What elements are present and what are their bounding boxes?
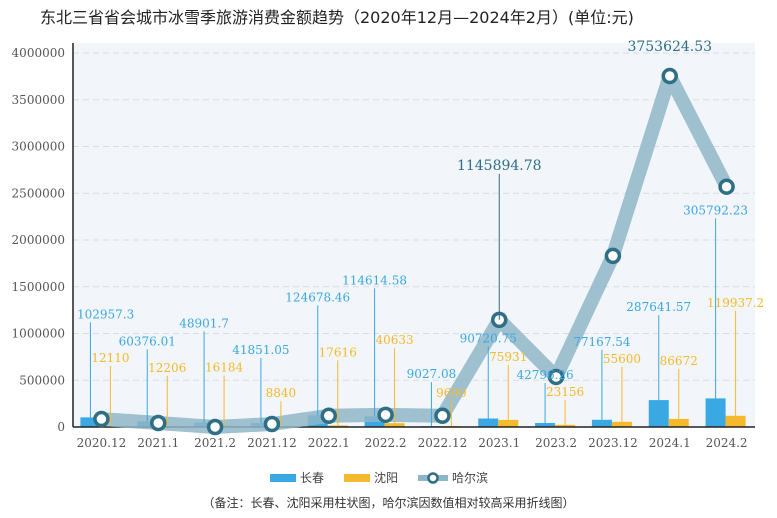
bar-shenyang	[498, 419, 519, 427]
chart-title: 东北三省省会城市冰雪季旅游消费金额趋势（2020年12月—2024年2月）(单位…	[40, 8, 634, 27]
bar-changchun	[648, 400, 669, 427]
legend: 长春 沈阳 哈尔滨	[270, 469, 488, 486]
data-label-shenyang: 17616	[319, 345, 357, 359]
bar-changchun	[478, 418, 499, 427]
bar-shenyang	[611, 421, 632, 427]
marker-harbin	[661, 67, 678, 85]
y-tick-label: 500000	[19, 373, 65, 387]
legend-item-shenyang[interactable]: 沈阳	[344, 469, 398, 486]
y-tick-label: 3000000	[12, 140, 65, 154]
data-label-changchun: 114614.58	[342, 273, 407, 287]
legend-swatch	[270, 473, 296, 482]
marker-harbin	[547, 368, 565, 386]
data-label-changchun: 124678.46	[285, 290, 350, 304]
legend-label: 沈阳	[374, 471, 399, 485]
marker-harbin	[434, 407, 451, 425]
marker-harbin	[718, 178, 735, 195]
data-label-changchun: 287641.57	[626, 300, 691, 314]
marker-harbin	[604, 247, 622, 265]
y-tick-label: 1000000	[12, 327, 65, 341]
legend-item-changchun[interactable]: 长春	[270, 469, 324, 486]
legend-swatch	[344, 473, 371, 482]
bar-shenyang	[555, 424, 576, 427]
bar-changchun	[535, 422, 556, 427]
data-label-shenyang: 12110	[91, 351, 129, 365]
y-tick-label: 2500000	[12, 186, 65, 200]
data-label-shenyang: 16184	[205, 360, 244, 374]
x-tick-label: 2021.2	[194, 436, 236, 450]
marker-harbin	[93, 410, 110, 428]
data-label-changchun: 42796.26	[516, 368, 573, 382]
data-label-shenyang: 75931	[489, 350, 527, 364]
line-harbin	[100, 69, 733, 434]
marker-harbin	[206, 418, 224, 436]
data-label-shenyang: 23156	[546, 385, 584, 399]
bar-changchun	[80, 417, 101, 427]
data-label-changchun: 102957.3	[77, 307, 134, 321]
x-tick-label: 2022.12	[418, 436, 468, 450]
marker-harbin	[150, 414, 167, 432]
data-label-shenyang: 9690	[436, 386, 467, 400]
x-tick-label: 2023.12	[588, 436, 638, 450]
data-label-shenyang: 12206	[148, 361, 186, 375]
bar-shenyang	[384, 423, 405, 427]
marker-harbin	[263, 415, 281, 433]
data-label-changchun: 90720.75	[460, 332, 517, 346]
bar-shenyang	[327, 425, 348, 427]
bar-changchun	[705, 398, 726, 427]
data-label-shenyang: 119937.2	[707, 296, 764, 310]
marker-harbin	[377, 406, 394, 424]
data-label-changchun: 48901.7	[179, 316, 229, 330]
x-tick-label: 2022.1	[308, 436, 350, 450]
legend-line-marker-icon	[418, 471, 449, 484]
legend-label: 长春	[300, 471, 325, 485]
x-tick-label: 2020.12	[77, 436, 127, 450]
data-label-shenyang: 86672	[660, 354, 698, 368]
data-label-harbin: 3753624.53	[627, 39, 712, 55]
legend-label: 哈尔滨	[452, 471, 489, 485]
plot-background	[73, 43, 755, 427]
bar-changchun	[591, 419, 612, 427]
y-tick-label: 4000000	[12, 46, 65, 60]
data-label-changchun: 41851.05	[232, 343, 289, 357]
data-label-changchun: 77167.54	[573, 335, 631, 349]
legend-item-harbin[interactable]: 哈尔滨	[418, 469, 488, 486]
y-tick-label: 2000000	[12, 233, 65, 247]
data-label-changchun: 9027.08	[407, 367, 457, 381]
y-tick-label: 3500000	[12, 93, 65, 107]
x-tick-label: 2024.2	[706, 436, 748, 450]
x-tick-label: 2021.12	[247, 436, 297, 450]
marker-harbin	[320, 407, 337, 425]
data-label-harbin: 1145894.78	[457, 158, 542, 174]
x-tick-label: 2023.2	[535, 436, 577, 450]
bar-shenyang	[725, 415, 746, 427]
x-tick-label: 2023.1	[478, 436, 520, 450]
x-tick-label: 2021.1	[137, 436, 179, 450]
y-tick-label: 1500000	[12, 280, 65, 294]
data-label-changchun: 305792.23	[683, 203, 748, 217]
data-label-shenyang: 40633	[375, 333, 413, 347]
x-tick-label: 2024.1	[649, 436, 691, 450]
y-tick-label: 0	[57, 420, 65, 434]
chart-note: （备注：长春、沈阳采用柱状图，哈尔滨因数值相对较高采用折线图）	[202, 496, 575, 510]
data-label-changchun: 60376.01	[119, 334, 176, 348]
data-label-shenyang: 55600	[603, 352, 641, 366]
bar-shenyang	[668, 418, 689, 427]
x-tick-label: 2022.2	[365, 436, 407, 450]
data-label-shenyang: 8840	[266, 386, 297, 400]
